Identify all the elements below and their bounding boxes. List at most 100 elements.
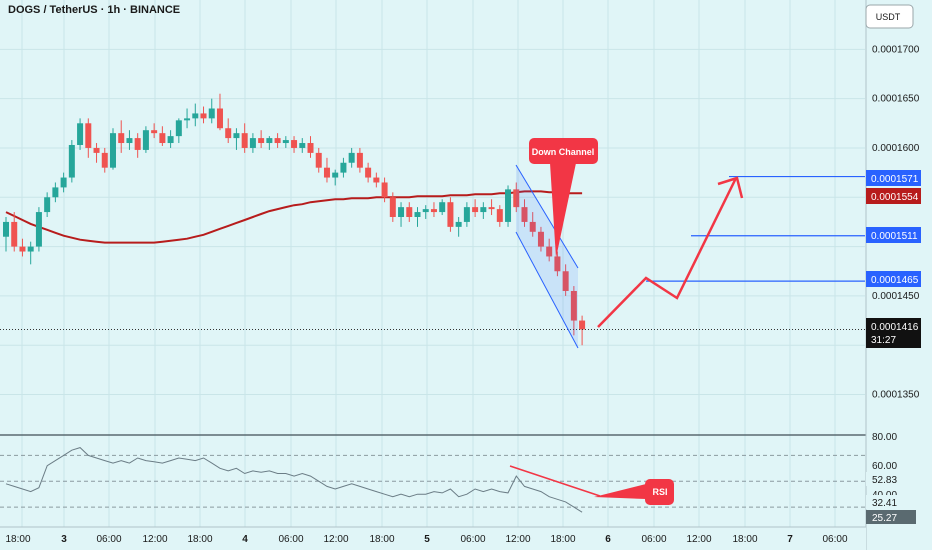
candle-body xyxy=(332,172,339,178)
time-tick-label: 18:00 xyxy=(5,534,30,545)
price-label-badge[interactable] xyxy=(866,227,921,243)
candle-body xyxy=(167,136,174,144)
time-tick-label: 18:00 xyxy=(369,534,394,545)
price-tick-label: 0.0001600 xyxy=(872,143,920,154)
candle-body xyxy=(381,182,388,198)
candle-body xyxy=(109,133,116,168)
currency-button[interactable] xyxy=(865,4,914,29)
candle-body xyxy=(488,207,495,210)
projection-path[interactable] xyxy=(597,177,738,328)
current-price-badge[interactable] xyxy=(866,318,921,348)
candle-body xyxy=(3,221,9,237)
candle-body xyxy=(315,152,322,168)
time-tick-label: 6 xyxy=(605,534,611,545)
candle-body xyxy=(274,138,281,144)
candle-body xyxy=(447,202,454,227)
candle-body xyxy=(60,177,67,188)
price-label-text: 0.0001465 xyxy=(871,275,919,286)
candle-body xyxy=(159,133,166,144)
candle-body xyxy=(480,207,487,213)
candle-body xyxy=(472,207,479,213)
rsi-tick-label: 80.00 xyxy=(872,432,897,443)
candle-body xyxy=(414,212,421,217)
candle-body xyxy=(562,271,569,291)
time-tick-label: 06:00 xyxy=(641,534,666,545)
rsi-callout[interactable] xyxy=(645,479,674,505)
time-tick-label: 06:00 xyxy=(460,534,485,545)
candle-body xyxy=(299,143,306,148)
time-tick-label: 12:00 xyxy=(142,534,167,545)
rsi-value-label: 32.41 xyxy=(872,498,897,509)
symbol-title[interactable]: DOGS / TetherUS · 1h · BINANCE xyxy=(8,4,181,16)
candle-body xyxy=(348,152,355,163)
candle-body xyxy=(151,130,158,134)
rsi-value-badge xyxy=(866,495,916,509)
rsi-line xyxy=(5,447,583,513)
candle-body xyxy=(93,147,100,153)
time-tick-label: 18:00 xyxy=(550,534,575,545)
price-tick-label: 0.0001700 xyxy=(872,44,920,55)
candle-body xyxy=(126,138,133,144)
time-tick-label: 12:00 xyxy=(505,534,530,545)
down-channel-upper[interactable] xyxy=(515,164,579,269)
price-tick-label: 0.0001650 xyxy=(872,94,920,105)
price-label-badge[interactable] xyxy=(866,170,921,186)
candle-body xyxy=(529,221,536,232)
candle-body xyxy=(134,138,141,150)
candle-body xyxy=(505,189,512,222)
candle-body xyxy=(175,120,182,137)
down-channel-pointer xyxy=(550,163,576,258)
candle-body xyxy=(570,290,577,321)
candle-body xyxy=(373,177,380,183)
countdown-text: 31:27 xyxy=(871,335,896,346)
price-label-badge[interactable] xyxy=(866,188,921,204)
price-tick-label: 0.0001450 xyxy=(872,291,920,302)
candle-body xyxy=(142,130,149,150)
candle-body xyxy=(216,108,223,129)
time-tick-label: 12:00 xyxy=(323,534,348,545)
price-label-text: 0.0001554 xyxy=(871,192,919,203)
candle-body xyxy=(406,207,413,217)
candle-body xyxy=(85,123,92,148)
current-price-text: 0.0001416 xyxy=(871,322,919,333)
candle-body xyxy=(546,246,553,257)
candle-body xyxy=(35,212,42,247)
time-tick-label: 7 xyxy=(787,534,793,545)
rsi-tick-label: 60.00 xyxy=(872,461,897,472)
down-channel-callout[interactable] xyxy=(529,138,598,164)
rsi-divergence-line[interactable] xyxy=(509,465,601,497)
time-tick-label: 18:00 xyxy=(187,534,212,545)
candle-body xyxy=(537,231,544,247)
candle-body xyxy=(439,202,446,213)
time-tick-label: 12:00 xyxy=(686,534,711,545)
rsi-pointer xyxy=(594,484,646,499)
time-tick-label: 06:00 xyxy=(96,534,121,545)
down-channel-fill xyxy=(516,165,578,348)
rsi-current-badge xyxy=(866,510,916,524)
candle-body xyxy=(307,143,314,153)
price-label-text: 0.0001511 xyxy=(871,231,918,242)
price-tick-label: 0.0001350 xyxy=(872,390,920,401)
price-label-badge[interactable] xyxy=(866,271,921,287)
currency-label: USDT xyxy=(876,12,901,22)
candle-body xyxy=(579,320,586,330)
candle-body xyxy=(496,209,503,222)
candle-body xyxy=(27,246,34,252)
candle-body xyxy=(356,152,363,168)
candle-body xyxy=(398,207,405,217)
candle-body xyxy=(422,209,429,213)
time-tick-label: 3 xyxy=(61,534,67,545)
candle-body xyxy=(208,108,215,119)
rsi-callout-label: RSI xyxy=(652,487,667,497)
down-channel-lower[interactable] xyxy=(515,231,579,349)
candle-body xyxy=(68,144,75,178)
candle-body xyxy=(258,138,265,144)
candle-body xyxy=(249,138,256,148)
time-axis[interactable] xyxy=(0,527,866,550)
candle-body xyxy=(19,246,26,252)
candle-body xyxy=(225,128,232,139)
time-tick-label: 06:00 xyxy=(278,534,303,545)
candle-body xyxy=(192,113,199,119)
